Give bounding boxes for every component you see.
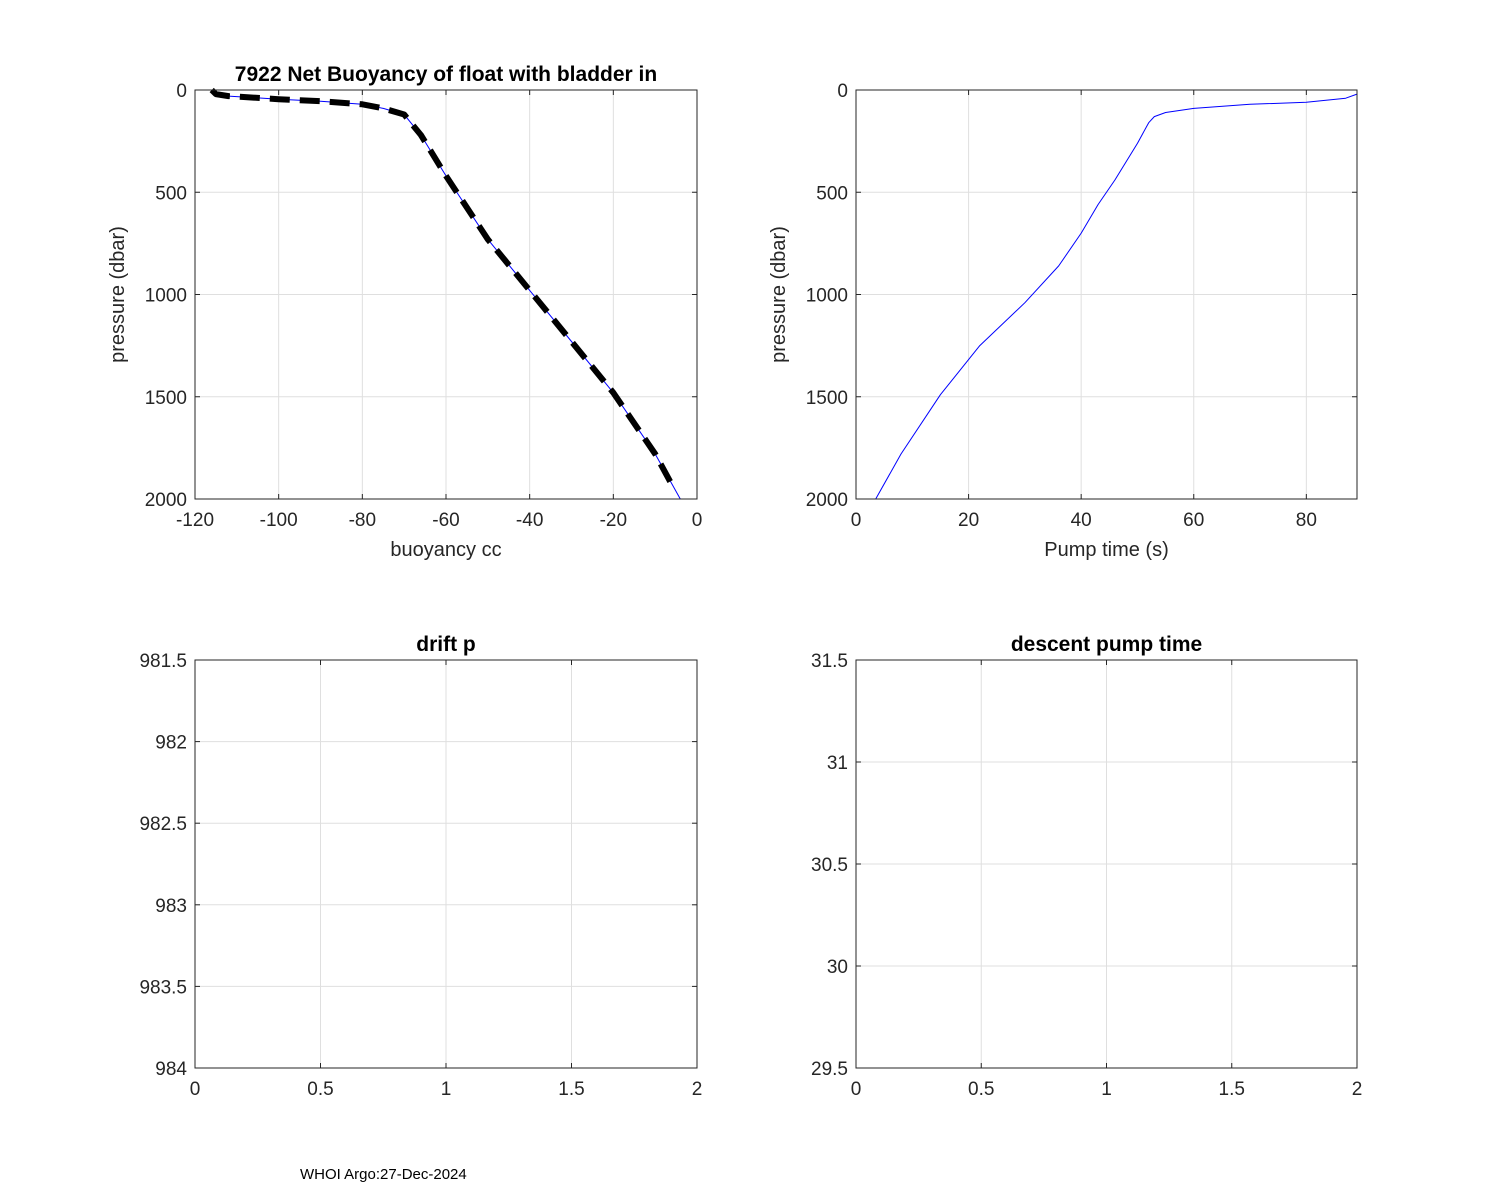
buoyancy-x-axis-label: buoyancy cc <box>390 539 501 561</box>
buoyancy-xtick-label: -60 <box>432 510 459 531</box>
descent-chart-title: descent pump time <box>1011 633 1202 656</box>
pump-axes: 0 20 40 60 80 0 500 1000 1500 2000 Pump time (s) pr… <box>768 81 1358 561</box>
pump-x-axis-label: Pump time (s) <box>1044 539 1168 561</box>
descent-ytick-label: 31 <box>827 753 848 774</box>
pump-ytick-label: 2000 <box>806 490 848 511</box>
buoyancy-axes: -120 -100 -80 -60 -40 -20 0 0 500 1000 1500 2000 792… <box>107 63 702 561</box>
pump-xtick-label: 60 <box>1183 510 1204 531</box>
buoyancy-y-axis-label: pressure (dbar) <box>107 226 129 363</box>
drift-chart-title: drift p <box>416 633 475 656</box>
buoyancy-series-line-0 <box>211 89 681 500</box>
pump-xtick-label: 80 <box>1296 510 1317 531</box>
descent-ytick-label: 30.5 <box>811 855 848 876</box>
drift-ytick-label: 982.5 <box>139 814 187 835</box>
drift-ytick-label: 983 <box>155 896 187 917</box>
descent-xtick-label: 1.5 <box>1219 1079 1245 1100</box>
buoyancy-ytick-label: 1500 <box>145 388 187 409</box>
pump-series-line-0 <box>875 93 1358 500</box>
descent-xtick-label: 0 <box>851 1079 862 1100</box>
pump-y-axis-label: pressure (dbar) <box>768 226 790 363</box>
pump-ytick-label: 1500 <box>806 388 848 409</box>
drift-xtick-label: 0.5 <box>307 1079 333 1100</box>
pump-xtick-label: 20 <box>958 510 979 531</box>
buoyancy-chart-title: 7922 Net Buoyancy of float with bladder … <box>235 63 657 86</box>
drift-ytick-label: 984 <box>155 1059 187 1080</box>
drift-xtick-label: 0 <box>190 1079 201 1100</box>
descent-axes: 0 0.5 1 1.5 2 29.5 30 30.5 31 31.5 descent pump ti… <box>811 633 1362 1100</box>
pump-xtick-label: 40 <box>1071 510 1092 531</box>
buoyancy-xtick-label: -120 <box>176 510 214 531</box>
pump-xtick-label: 0 <box>851 510 862 531</box>
buoyancy-ytick-label: 2000 <box>145 490 187 511</box>
buoyancy-xtick-label: -20 <box>600 510 627 531</box>
drift-ytick-label: 983.5 <box>139 977 187 998</box>
descent-ytick-label: 29.5 <box>811 1059 848 1080</box>
buoyancy-ytick-label: 1000 <box>145 286 187 307</box>
buoyancy-ytick-label: 0 <box>176 81 187 102</box>
buoyancy-xtick-label: 0 <box>692 510 703 531</box>
drift-axes: 0 0.5 1 1.5 2 981.5 982 982.5 983 983.5 984 drift p <box>139 633 702 1100</box>
descent-xtick-label: 2 <box>1352 1079 1363 1100</box>
buoyancy-ytick-label: 500 <box>155 183 187 204</box>
descent-xtick-label: 1 <box>1101 1079 1112 1100</box>
buoyancy-xtick-label: -40 <box>516 510 543 531</box>
descent-xtick-label: 0.5 <box>968 1079 994 1100</box>
buoyancy-xtick-label: -100 <box>260 510 298 531</box>
descent-ytick-label: 31.5 <box>811 651 848 672</box>
buoyancy-xtick-label: -80 <box>349 510 376 531</box>
descent-ytick-label: 30 <box>827 957 848 978</box>
drift-ytick-label: 981.5 <box>139 651 187 672</box>
footer-credit: WHOI Argo:27-Dec-2024 <box>300 1166 467 1183</box>
drift-xtick-label: 2 <box>692 1079 703 1100</box>
pump-ytick-label: 0 <box>837 81 848 102</box>
drift-ytick-label: 982 <box>155 733 187 754</box>
drift-xtick-label: 1.5 <box>558 1079 584 1100</box>
drift-xtick-label: 1 <box>441 1079 452 1100</box>
pump-ytick-label: 500 <box>816 183 848 204</box>
pump-ytick-label: 1000 <box>806 286 848 307</box>
